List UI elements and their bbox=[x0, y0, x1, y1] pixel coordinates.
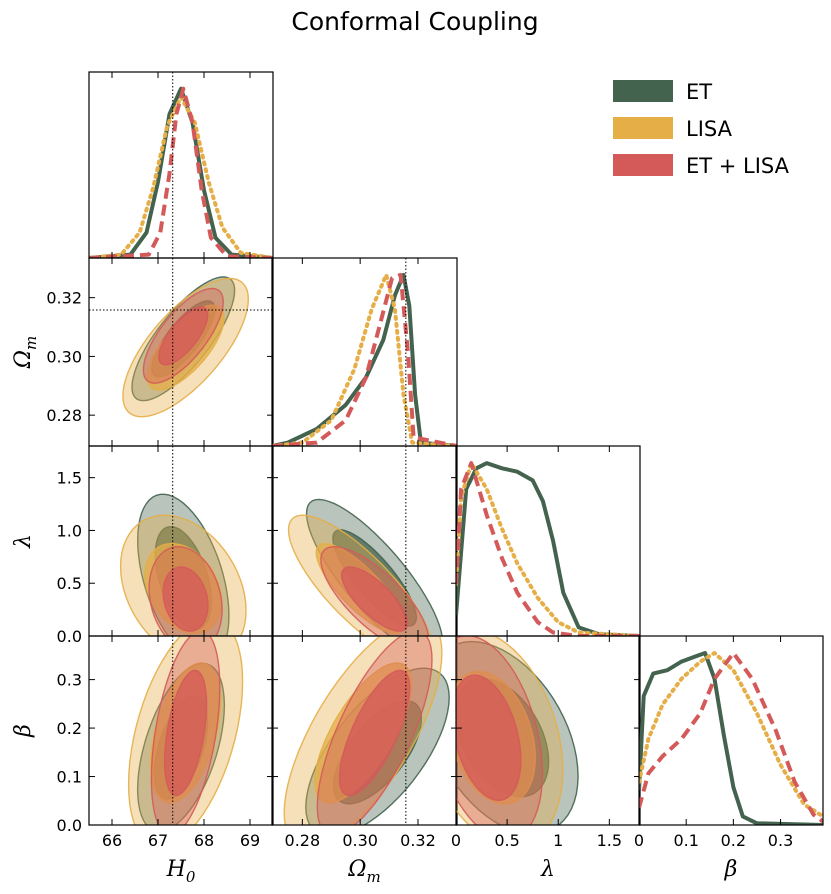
x-axis-label-Om: Ωm bbox=[347, 857, 380, 886]
marginal-beta-et bbox=[639, 651, 823, 825]
marginal-H0-lisa bbox=[89, 95, 273, 258]
panel-Om-lam bbox=[271, 445, 458, 637]
legend-label-lisa: LISA bbox=[686, 117, 733, 141]
y-tick-label-beta: 0.2 bbox=[57, 719, 82, 738]
panel-H0-Om: 0.28 0.30 0.32 bbox=[46, 257, 274, 447]
marginal-Om-et-lisa bbox=[272, 272, 457, 446]
y-tick-label-lam: 1.0 bbox=[57, 521, 82, 540]
x-axis-label-H0: H0 bbox=[166, 857, 196, 886]
marginal-lam-et bbox=[456, 461, 640, 636]
legend-swatch-lisa bbox=[613, 117, 673, 139]
x-tick-label-H0: 68 bbox=[194, 831, 214, 850]
x-tick-label-lam: 0 bbox=[451, 831, 461, 850]
y-tick-label-beta: 0.3 bbox=[57, 671, 82, 690]
panel-Om-beta: 0.28 0.30 0.32 bbox=[271, 635, 458, 850]
panel-H0-lam: 0.0 0.5 1.0 1.5 bbox=[57, 445, 274, 646]
contour-Om-lam-et-lisa-1sigma bbox=[340, 566, 409, 632]
legend-swatch-et-lisa bbox=[613, 154, 673, 176]
panel-Om bbox=[271, 257, 458, 447]
panel-frame bbox=[638, 635, 824, 826]
x-tick-label-beta: 0.2 bbox=[721, 831, 746, 850]
x-tick-label-H0: 69 bbox=[240, 831, 260, 850]
marginal-H0-et bbox=[89, 86, 273, 258]
y-tick-label-Om: 0.30 bbox=[46, 347, 82, 366]
x-tick-label-Om: 0.30 bbox=[342, 831, 378, 850]
panel-lam bbox=[455, 445, 641, 637]
legend-swatch-et bbox=[613, 80, 673, 102]
panel-frame bbox=[271, 257, 458, 447]
y-tick-label-Om: 0.28 bbox=[46, 406, 82, 425]
marginal-Om-et bbox=[272, 272, 457, 446]
x-tick-label-Om: 0.28 bbox=[285, 831, 321, 850]
x-tick-label-lam: 1 bbox=[553, 831, 563, 850]
y-tick-label-lam: 0.0 bbox=[57, 627, 82, 646]
x-tick-label-beta: 0.1 bbox=[673, 831, 698, 850]
panel-H0 bbox=[88, 71, 274, 259]
y-tick-label-lam: 0.5 bbox=[57, 574, 82, 593]
chart-title: Conformal Coupling bbox=[291, 7, 538, 36]
marginal-lam-et-lisa bbox=[456, 461, 640, 636]
contour-H0-lam-et-lisa-1sigma bbox=[162, 566, 209, 632]
panel-lam-beta: 0 0.5 1 1.5 bbox=[451, 635, 641, 850]
panel-beta: 0 0.1 0.2 0.3 bbox=[634, 635, 824, 850]
x-tick-label-beta: 0 bbox=[634, 831, 644, 850]
y-tick-label-Om: 0.32 bbox=[46, 289, 82, 308]
x-tick-label-beta: 0.3 bbox=[768, 831, 793, 850]
y-tick-label-beta: 0.0 bbox=[57, 816, 82, 835]
legend: ET LISA ET + LISA bbox=[613, 80, 790, 178]
x-tick-label-lam: 1.5 bbox=[597, 831, 622, 850]
contour-lam-beta-et-lisa-1sigma bbox=[456, 674, 522, 801]
y-axis-label-Om: Ωm bbox=[11, 336, 40, 369]
marginal-H0-et-lisa bbox=[89, 86, 273, 258]
x-tick-label-lam: 0.5 bbox=[494, 831, 519, 850]
y-tick-label-lam: 1.5 bbox=[57, 469, 82, 488]
x-tick-label-Om: 0.32 bbox=[400, 831, 436, 850]
marginal-beta-et-lisa bbox=[639, 651, 823, 824]
contour-H0-Om-et-lisa-1sigma bbox=[158, 306, 209, 366]
legend-label-et: ET bbox=[686, 80, 712, 104]
marginal-lam-lisa bbox=[456, 461, 640, 636]
y-axis-label-lam: λ bbox=[11, 534, 36, 549]
x-tick-label-H0: 66 bbox=[102, 831, 122, 850]
y-tick-label-beta: 0.1 bbox=[57, 768, 82, 787]
contour-Om-beta-et-lisa-1sigma bbox=[338, 669, 411, 797]
marginal-beta-lisa bbox=[639, 651, 823, 819]
marginal-Om-lisa bbox=[272, 272, 457, 446]
x-axis-label-beta: β bbox=[724, 857, 738, 882]
panel-H0-beta: 66 67 68 69 0.0 0.1 0.2 0.3 bbox=[57, 635, 274, 850]
x-axis-label-lam: λ bbox=[540, 857, 555, 882]
legend-label-et-lisa: ET + LISA bbox=[686, 154, 790, 178]
x-tick-label-H0: 67 bbox=[148, 831, 168, 850]
y-axis-label-beta: β bbox=[11, 724, 36, 738]
panel-frame bbox=[88, 635, 274, 826]
contour-H0-beta-et-lisa-1sigma bbox=[163, 669, 208, 797]
